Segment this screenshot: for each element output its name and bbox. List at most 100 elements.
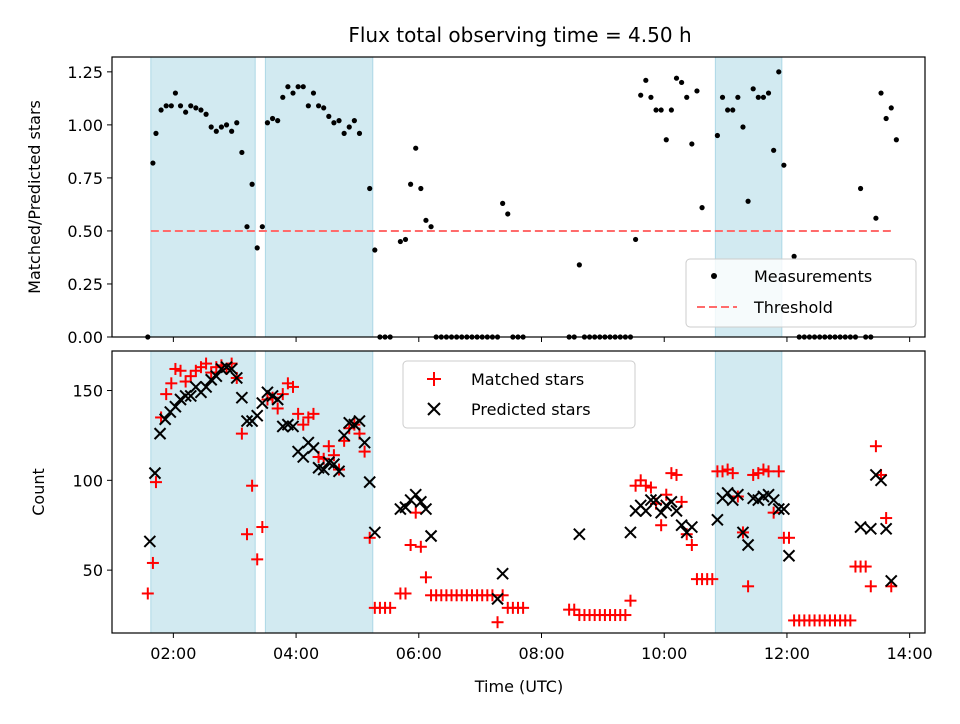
- x-tick-label: 08:00: [518, 644, 564, 663]
- predicted-star-point: [199, 380, 213, 394]
- measurement-point: [402, 236, 409, 243]
- predicted-star-point: [639, 504, 653, 518]
- matched-star-point: [297, 418, 310, 431]
- matched-star-point: [629, 479, 642, 492]
- measurement-point: [188, 103, 194, 109]
- measurement-point: [699, 205, 705, 211]
- shaded-interval-1: [150, 350, 256, 634]
- measurement-point: [668, 107, 674, 113]
- predicted-star-point: [731, 488, 745, 501]
- predicted-star-point: [368, 526, 382, 539]
- count-points: [141, 357, 898, 629]
- predicted-star-point: [670, 504, 683, 518]
- legend-threshold-label: Threshold: [753, 298, 833, 317]
- measurement-point: [428, 224, 434, 230]
- measurement-point: [888, 105, 894, 111]
- measurement-point: [730, 107, 736, 113]
- measurement-point: [346, 124, 352, 130]
- matched-star-point: [731, 490, 744, 503]
- measurement-point: [321, 105, 327, 111]
- top-legend-box: [685, 258, 917, 328]
- measurement-point: [873, 215, 879, 221]
- measurement-point: [264, 120, 271, 126]
- matched-star-point: [742, 580, 755, 593]
- matched-star-point: [141, 587, 154, 600]
- measurement-point: [367, 185, 373, 192]
- measurement-point: [883, 115, 889, 122]
- predicted-star-point: [496, 567, 509, 580]
- legend-measurements-label: Measurements: [754, 267, 872, 286]
- y-tick-label: 1.25: [67, 63, 103, 82]
- measurement-point: [223, 122, 230, 128]
- matched-star-point: [486, 589, 499, 602]
- chart-title: Flux total observing time = 4.50 h: [348, 23, 691, 47]
- measurement-point: [305, 103, 311, 109]
- predicted-star-point: [317, 463, 330, 476]
- predicted-star-point: [685, 520, 699, 534]
- matched-star-point: [726, 467, 739, 480]
- matched-star-point: [409, 506, 422, 519]
- matched-star-point: [327, 449, 340, 462]
- measurement-point: [505, 211, 511, 217]
- measurement-point: [418, 185, 424, 192]
- measurement-point: [172, 90, 179, 96]
- measurement-point: [500, 200, 506, 206]
- predicted-star-point: [337, 429, 351, 442]
- matched-star-point: [655, 519, 668, 532]
- x-tick-label: 10:00: [641, 644, 687, 663]
- measurement-point: [341, 130, 347, 136]
- matched-star-point: [762, 465, 775, 478]
- predicted-star-point: [772, 502, 785, 516]
- x-tick-label: 14:00: [887, 644, 933, 663]
- legend-matched-marker: [427, 372, 441, 386]
- measurement-point: [719, 94, 726, 100]
- matched-star-point: [517, 601, 530, 614]
- matched-star-point: [261, 393, 274, 406]
- bottom-y-axis-label: Count: [29, 468, 48, 516]
- measurement-point: [183, 109, 189, 115]
- measurement-point: [857, 185, 864, 192]
- predicted-star-point: [624, 526, 637, 539]
- measurement-point: [198, 107, 204, 113]
- measurement-point: [663, 137, 669, 143]
- y-tick-label: 0.50: [67, 222, 103, 241]
- matched-star-point: [165, 377, 178, 390]
- matched-star-point: [149, 476, 162, 489]
- measurement-point: [300, 84, 306, 90]
- y-tick-label: 0.00: [67, 328, 103, 347]
- legend-matched-label: Matched stars: [471, 370, 584, 389]
- x-tick-label: 06:00: [396, 644, 442, 663]
- predicted-star-point: [358, 436, 371, 449]
- measurement-point: [229, 128, 235, 134]
- top-axes-frame: [111, 56, 926, 338]
- measurement-point: [397, 238, 403, 245]
- predicted-star-point: [573, 528, 586, 541]
- measurement-point: [295, 84, 301, 90]
- measurement-point: [372, 247, 378, 253]
- legend-measurements-marker: [711, 273, 717, 279]
- matched-star-point: [660, 488, 673, 501]
- measurement-point: [177, 103, 184, 109]
- measurement-point: [254, 245, 260, 251]
- matched-star-point: [634, 474, 647, 487]
- matched-star-point: [670, 468, 683, 481]
- measurement-point: [413, 145, 419, 151]
- matched-star-point: [869, 440, 882, 453]
- bottom-x-ticks: 02:00 04:00 06:00 08:00 10:00 12:00 14:00: [150, 633, 933, 663]
- top-y-axis-label: Matched/Predicted stars: [25, 100, 44, 294]
- matched-star-point: [844, 614, 857, 627]
- predicted-star-point: [179, 389, 192, 403]
- predicted-star-point: [240, 414, 254, 428]
- predicted-star-point: [225, 362, 238, 376]
- measurement-point: [163, 103, 169, 109]
- matched-star-point: [256, 521, 269, 534]
- matched-star-point: [644, 481, 657, 494]
- measurement-point: [285, 84, 291, 90]
- y-tick-label: 50: [83, 561, 103, 580]
- matched-star-point: [665, 467, 678, 480]
- predicted-star-point: [409, 488, 422, 501]
- matched-star-point: [287, 380, 300, 393]
- predicted-star-point: [184, 389, 197, 403]
- y-tick-label: 0.75: [67, 169, 103, 188]
- predicted-star-point: [675, 519, 688, 532]
